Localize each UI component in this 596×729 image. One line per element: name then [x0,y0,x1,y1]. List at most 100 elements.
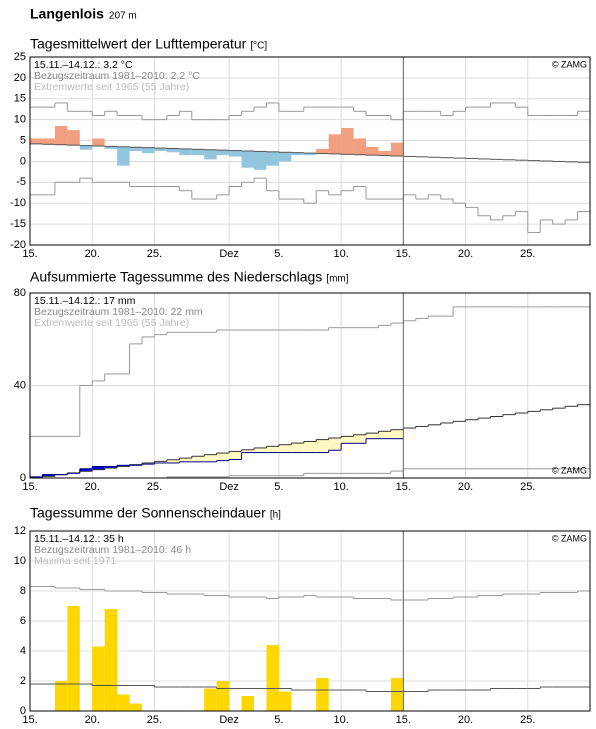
x-tick-label: 10. [333,248,348,260]
y-tick-label: 2 [20,675,26,687]
bar [316,678,329,711]
y-tick-label: 0 [20,472,26,484]
x-tick-label: 15. [396,248,411,260]
difference-area [216,453,230,461]
x-tick-label: 20. [458,481,473,493]
deviation-bar [378,151,391,156]
difference-area [179,458,192,462]
bar [241,696,254,711]
difference-area [191,456,205,462]
difference-area [303,441,317,453]
x-tick-label: 15. [22,714,37,726]
chart-title: Aufsummierte Tagessumme des Niederschlag… [30,269,322,285]
annotation: Bezugszeitraum 1981–2010: 22 mm [34,306,203,318]
annotation: 15.11.–14.12.: 35 h [34,533,124,545]
difference-area [366,433,379,439]
y-tick-label: 10 [14,114,26,126]
difference-area [104,466,118,469]
deviation-bar [191,149,205,156]
difference-area [390,429,404,439]
x-tick-label: 20. [85,248,100,260]
difference-area [117,465,130,467]
difference-area [204,454,217,462]
difference-area [353,434,366,444]
deviation-bar [104,146,118,149]
y-tick-label: -20 [10,239,26,251]
bar [216,681,230,711]
x-tick-label: 10. [333,481,348,493]
x-tick-label: 25. [520,714,535,726]
deviation-bar [30,138,43,144]
deviation-bar [278,152,292,162]
chart-title: Tagesmittelwert der Lufttemperatur [30,36,247,52]
y-tick-label: 8 [20,585,26,597]
bar [104,609,118,711]
deviation-bar [390,142,404,157]
deviation-bar [204,149,217,160]
x-tick-label: Dez [219,714,239,726]
deviation-bar [154,148,167,151]
x-tick-label: 10. [333,714,348,726]
x-tick-label: 20. [85,714,100,726]
bar [67,606,80,711]
deviation-bar [328,134,342,154]
deviation-bar [129,147,142,151]
x-tick-label: 25. [147,248,162,260]
annotation: Extremwerte seit 1965 (55 Jahre) [34,317,189,329]
y-tick-label: 5 [20,134,26,146]
source: © ZAMG [552,59,587,69]
chart-unit: [mm] [326,274,348,285]
deviation-bar [54,125,68,145]
difference-area [328,437,342,451]
difference-area [154,461,167,463]
difference-area [142,462,155,465]
difference-area [378,431,391,439]
plot-frame [29,292,591,479]
x-tick-label: 25. [147,714,162,726]
source: © ZAMG [552,533,587,543]
y-tick-label: 12 [14,525,26,537]
deviation-bar [291,152,304,156]
y-tick-label: 40 [14,379,26,391]
y-tick-label: 0 [20,155,26,167]
difference-area [316,439,329,453]
x-tick-label: 25. [147,481,162,493]
source: © ZAMG [552,465,587,475]
x-tick-label: 25. [520,248,535,260]
y-tick-label: -10 [10,197,26,209]
difference-area [92,466,105,470]
bar [117,694,130,711]
deviation-bar [353,138,366,155]
deviation-bar [254,151,267,170]
deviation-bar [179,148,192,156]
deviation-bar [341,128,354,155]
x-tick-label: 5. [274,248,283,260]
annotation: 15.11.–14.12.: 17 mm [34,295,136,307]
deviation-bar [79,145,93,150]
chart-title: Tagessumme der Sonnenscheindauer [30,505,266,521]
bar [266,645,279,711]
bar [278,691,292,711]
difference-area [229,451,242,460]
deviation-bar [366,146,379,156]
deviation-bar [92,138,105,146]
difference-area [278,444,292,453]
station-altitude: 207 m [109,11,137,22]
deviation-bar [316,148,329,154]
y-tick-label: 0 [20,705,26,717]
difference-area [341,436,354,444]
deviation-bar [229,150,242,157]
x-tick-label: Dez [219,248,239,260]
deviation-bar [241,151,254,168]
maximum-line-connector [54,586,579,600]
x-tick-label: 15. [396,481,411,493]
difference-area [42,474,55,477]
y-tick-label: 20 [14,72,26,84]
y-tick-label: 10 [14,555,26,567]
deviation-bar [42,138,55,145]
bar [390,678,404,711]
annotation: Bezugszeitraum 1981–2010: 2,2 °C [34,70,200,82]
bar [92,646,105,711]
deviation-bar [303,153,317,156]
x-tick-label: 5. [274,714,283,726]
